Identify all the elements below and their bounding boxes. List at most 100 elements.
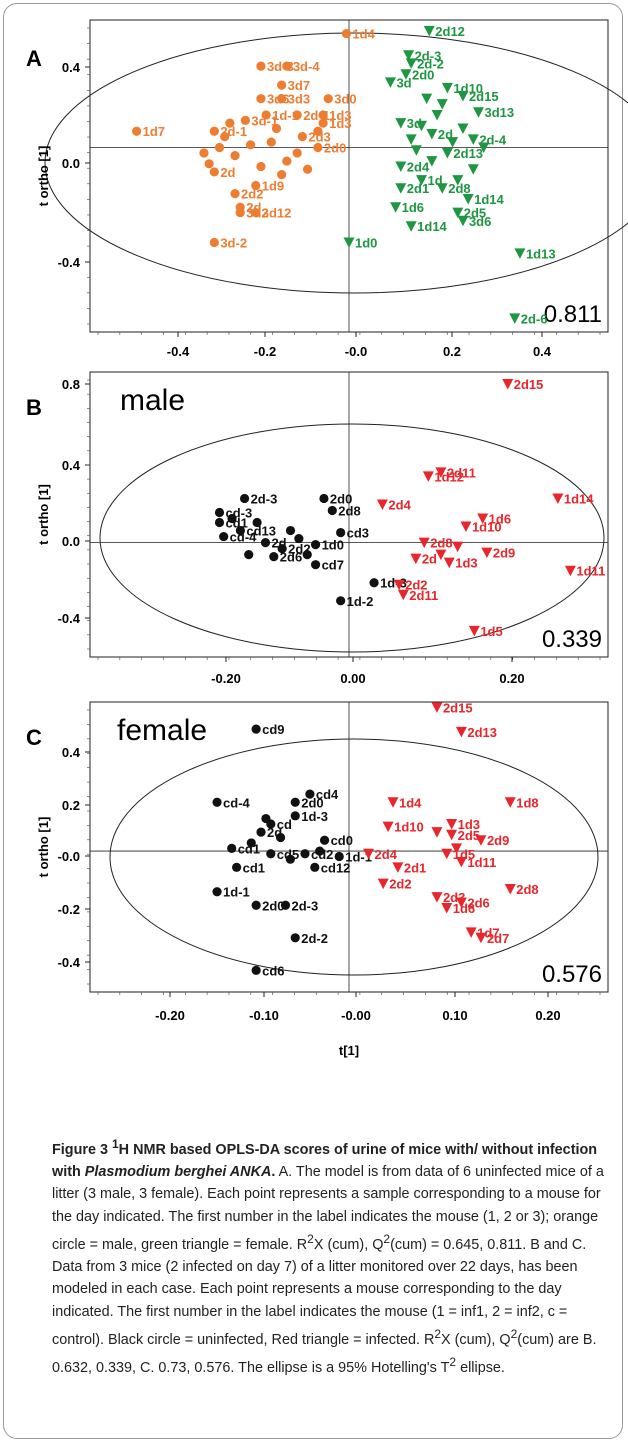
data-point-label: 3d-1 bbox=[251, 113, 278, 128]
data-point-triangle bbox=[455, 856, 467, 868]
group-label: female bbox=[117, 714, 207, 747]
data-point-circle bbox=[336, 596, 346, 606]
x-tick-label: -0.20 bbox=[155, 1008, 185, 1023]
data-point-triangle bbox=[423, 25, 435, 37]
data-point-label: 2d7 bbox=[487, 931, 509, 946]
data-point-circle bbox=[214, 507, 225, 518]
data-point-label: 2d15 bbox=[469, 89, 499, 104]
data-point-label: 2d13 bbox=[453, 146, 483, 161]
y-axis-label: t ortho [1] bbox=[36, 146, 51, 207]
y-tick-label: -0.4 bbox=[58, 255, 81, 270]
data-point-triangle bbox=[446, 829, 458, 841]
data-point-triangle bbox=[504, 884, 516, 895]
data-point-triangle bbox=[431, 827, 443, 838]
data-point-triangle bbox=[457, 215, 469, 227]
data-point-label: cd0 bbox=[331, 833, 353, 848]
data-point-circle bbox=[227, 843, 237, 853]
data-point-circle bbox=[313, 142, 323, 153]
data-point-triangle bbox=[457, 90, 469, 102]
data-point-triangle bbox=[397, 589, 409, 601]
data-point-triangle bbox=[443, 557, 455, 569]
data-point-triangle bbox=[451, 843, 463, 854]
data-point-triangle bbox=[455, 726, 467, 738]
x-tick-label: 0.20 bbox=[535, 1008, 560, 1023]
y-tick-label: 0.2 bbox=[62, 798, 80, 813]
data-point-label: 1d6 bbox=[489, 512, 511, 527]
data-point-label: 2d4 bbox=[407, 160, 430, 175]
x-axis-label: t[1] bbox=[339, 1043, 359, 1058]
y-tick-label: -0.4 bbox=[58, 611, 81, 626]
data-point-triangle bbox=[403, 50, 415, 61]
data-point-triangle bbox=[436, 183, 448, 194]
data-point-label: cd3 bbox=[347, 526, 369, 541]
data-point-triangle bbox=[475, 932, 487, 944]
data-point-label: cd7 bbox=[322, 558, 344, 573]
data-point-triangle bbox=[382, 821, 394, 833]
data-point-circle bbox=[318, 110, 328, 120]
data-point-circle bbox=[336, 527, 346, 538]
data-point-label: cd12 bbox=[321, 860, 351, 875]
data-point-circle bbox=[297, 132, 307, 142]
data-point-label: 3d12 bbox=[262, 206, 292, 221]
data-point-label: 1d-1 bbox=[272, 108, 299, 123]
data-point-label: 2d0 bbox=[301, 795, 323, 810]
data-point-label: cd13 bbox=[246, 524, 276, 539]
data-point-label: 1d11 bbox=[467, 855, 496, 870]
data-point-triangle bbox=[387, 797, 399, 808]
data-point-circle bbox=[302, 550, 312, 560]
data-point-triangle bbox=[431, 702, 443, 713]
hotelling-ellipse bbox=[99, 423, 605, 653]
data-point-label: cd4 bbox=[316, 787, 339, 802]
y-tick-label: 0.0 bbox=[62, 156, 80, 171]
data-point-triangle bbox=[452, 207, 464, 219]
data-point-circle bbox=[280, 900, 291, 910]
x-tick-label: -0.00 bbox=[341, 1008, 371, 1023]
data-point-circle bbox=[277, 94, 287, 104]
data-point-label: 1d4 bbox=[352, 27, 375, 42]
data-point-label: 3d bbox=[407, 116, 422, 131]
data-point-circle bbox=[277, 170, 287, 180]
data-point-label: 2d2 bbox=[241, 187, 263, 202]
data-point-label: 1d-3 bbox=[301, 809, 328, 824]
data-point-circle bbox=[214, 142, 225, 153]
data-point-label: 3d-4 bbox=[293, 59, 321, 74]
data-point-triangle bbox=[514, 248, 526, 259]
data-point-label: 2d15 bbox=[443, 700, 473, 715]
data-point-label: cd9 bbox=[262, 722, 284, 737]
data-point-triangle bbox=[468, 625, 480, 637]
data-point-triangle bbox=[410, 553, 422, 565]
data-point-label: 3d-2 bbox=[220, 235, 247, 250]
data-point-circle bbox=[269, 552, 279, 562]
x-tick-label: 0.00 bbox=[340, 671, 365, 686]
charts-canvas: A 0.811 -0.4 -0.2 -0.0 0.2 0.4 0.4 0.0 -0.4 t orth… bbox=[26, 19, 628, 1058]
data-point-circle bbox=[214, 517, 225, 528]
y-tick-label: 0.4 bbox=[62, 60, 81, 75]
data-point-circle bbox=[292, 110, 302, 120]
data-point-triangle bbox=[447, 137, 459, 148]
data-point-triangle bbox=[475, 835, 487, 846]
data-point-label: 1d-1 bbox=[345, 849, 372, 864]
data-point-label: 1d3 bbox=[458, 817, 480, 832]
y-tick-label: -0.2 bbox=[58, 902, 80, 917]
data-point-triangle bbox=[405, 221, 417, 232]
data-point-circle bbox=[199, 148, 209, 158]
group-label: male bbox=[120, 384, 185, 417]
data-point-label: 1d9 bbox=[262, 178, 284, 193]
x-tick-label: -0.10 bbox=[249, 1008, 279, 1023]
data-point-label: 2d2 bbox=[389, 877, 411, 892]
data-point-label: 2d bbox=[220, 165, 235, 180]
data-point-circle bbox=[277, 544, 287, 554]
data-point-label: 3d0 bbox=[334, 92, 356, 107]
panel-A: A 0.811 -0.4 -0.2 -0.0 0.2 0.4 0.4 0.0 -0.4 t orth… bbox=[26, 19, 628, 359]
data-point-label: 2d6 bbox=[467, 896, 489, 911]
y-axis-label: t ortho [1] bbox=[36, 817, 51, 878]
data-point-circle bbox=[275, 832, 286, 843]
data-point-label: 2d0 bbox=[412, 67, 434, 82]
data-point-circle bbox=[300, 849, 310, 859]
data-point-label: 2d-6 bbox=[521, 311, 548, 326]
data-point-label: 2d8 bbox=[516, 882, 538, 897]
data-point-circle bbox=[292, 148, 302, 158]
data-point-circle bbox=[251, 965, 261, 975]
data-point-circle bbox=[132, 126, 142, 136]
data-point-label: 2d9 bbox=[493, 546, 515, 561]
